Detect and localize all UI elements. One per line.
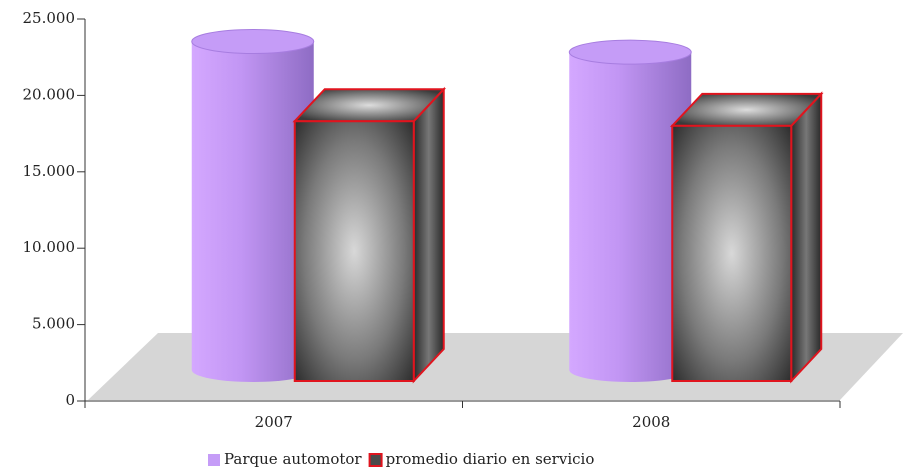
x-tick-label: 2008 — [632, 413, 670, 431]
cylinder-body — [191, 41, 314, 382]
y-tick-label: 25.000 — [23, 9, 76, 27]
cylinder-top — [191, 28, 315, 54]
box-front — [293, 120, 415, 383]
cylinder-top — [568, 39, 692, 65]
cylinder-body — [569, 52, 692, 383]
box-side — [412, 86, 445, 384]
cylinder — [568, 39, 692, 383]
y-tick-label: 0 — [65, 391, 75, 409]
box — [669, 91, 824, 384]
y-tick-label: 15.000 — [23, 162, 76, 180]
y-tick-label: 5.000 — [32, 315, 75, 333]
y-tick-label: 10.000 — [23, 238, 76, 256]
box-front — [671, 124, 793, 382]
y-tick-label: 20.000 — [23, 85, 76, 103]
box — [292, 86, 447, 384]
legend-label: promedio diario en servicio — [386, 450, 595, 468]
box-side — [790, 91, 823, 384]
legend-swatch — [208, 454, 220, 466]
legend-label: Parque automotor — [224, 450, 362, 468]
cylinder — [191, 28, 315, 382]
x-tick-label: 2007 — [255, 413, 293, 431]
legend-swatch — [368, 453, 383, 467]
